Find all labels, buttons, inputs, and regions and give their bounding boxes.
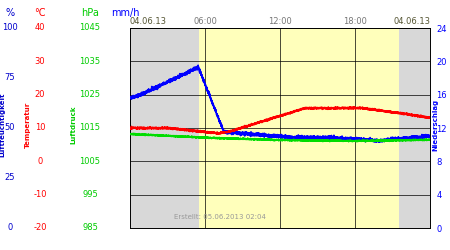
Bar <box>130 28 199 228</box>
Text: 0: 0 <box>7 224 13 232</box>
Text: 20: 20 <box>35 90 45 99</box>
Text: 1005: 1005 <box>80 157 100 166</box>
Text: 10: 10 <box>35 124 45 132</box>
Bar <box>199 28 399 228</box>
Text: 04.06.13: 04.06.13 <box>130 17 167 26</box>
Text: 100: 100 <box>2 24 18 32</box>
Text: -20: -20 <box>33 224 47 232</box>
Text: hPa: hPa <box>81 8 99 18</box>
Text: 1025: 1025 <box>80 90 100 99</box>
Text: 40: 40 <box>35 24 45 32</box>
Text: Luftfeuchtigkeit: Luftfeuchtigkeit <box>0 93 5 157</box>
Text: 50: 50 <box>5 124 15 132</box>
Text: Niederschlag: Niederschlag <box>432 99 438 151</box>
Text: 1045: 1045 <box>80 24 100 32</box>
Text: %: % <box>5 8 14 18</box>
Text: Temperatur: Temperatur <box>25 102 31 148</box>
Text: mm/h: mm/h <box>111 8 139 18</box>
Bar <box>399 28 430 228</box>
Text: 1015: 1015 <box>80 124 100 132</box>
Text: 18:00: 18:00 <box>343 17 367 26</box>
Text: 06:00: 06:00 <box>193 17 217 26</box>
Text: 0: 0 <box>37 157 43 166</box>
Text: 75: 75 <box>4 74 15 82</box>
Text: Erstellt: 05.06.2013 02:04: Erstellt: 05.06.2013 02:04 <box>174 214 266 220</box>
Text: 1035: 1035 <box>80 57 100 66</box>
Text: 25: 25 <box>5 174 15 182</box>
Text: 30: 30 <box>35 57 45 66</box>
Text: -10: -10 <box>33 190 47 199</box>
Text: 04.06.13: 04.06.13 <box>393 17 430 26</box>
Text: 985: 985 <box>82 224 98 232</box>
Text: 12:00: 12:00 <box>268 17 292 26</box>
Text: 995: 995 <box>82 190 98 199</box>
Text: °C: °C <box>34 8 46 18</box>
Text: Luftdruck: Luftdruck <box>70 106 76 144</box>
